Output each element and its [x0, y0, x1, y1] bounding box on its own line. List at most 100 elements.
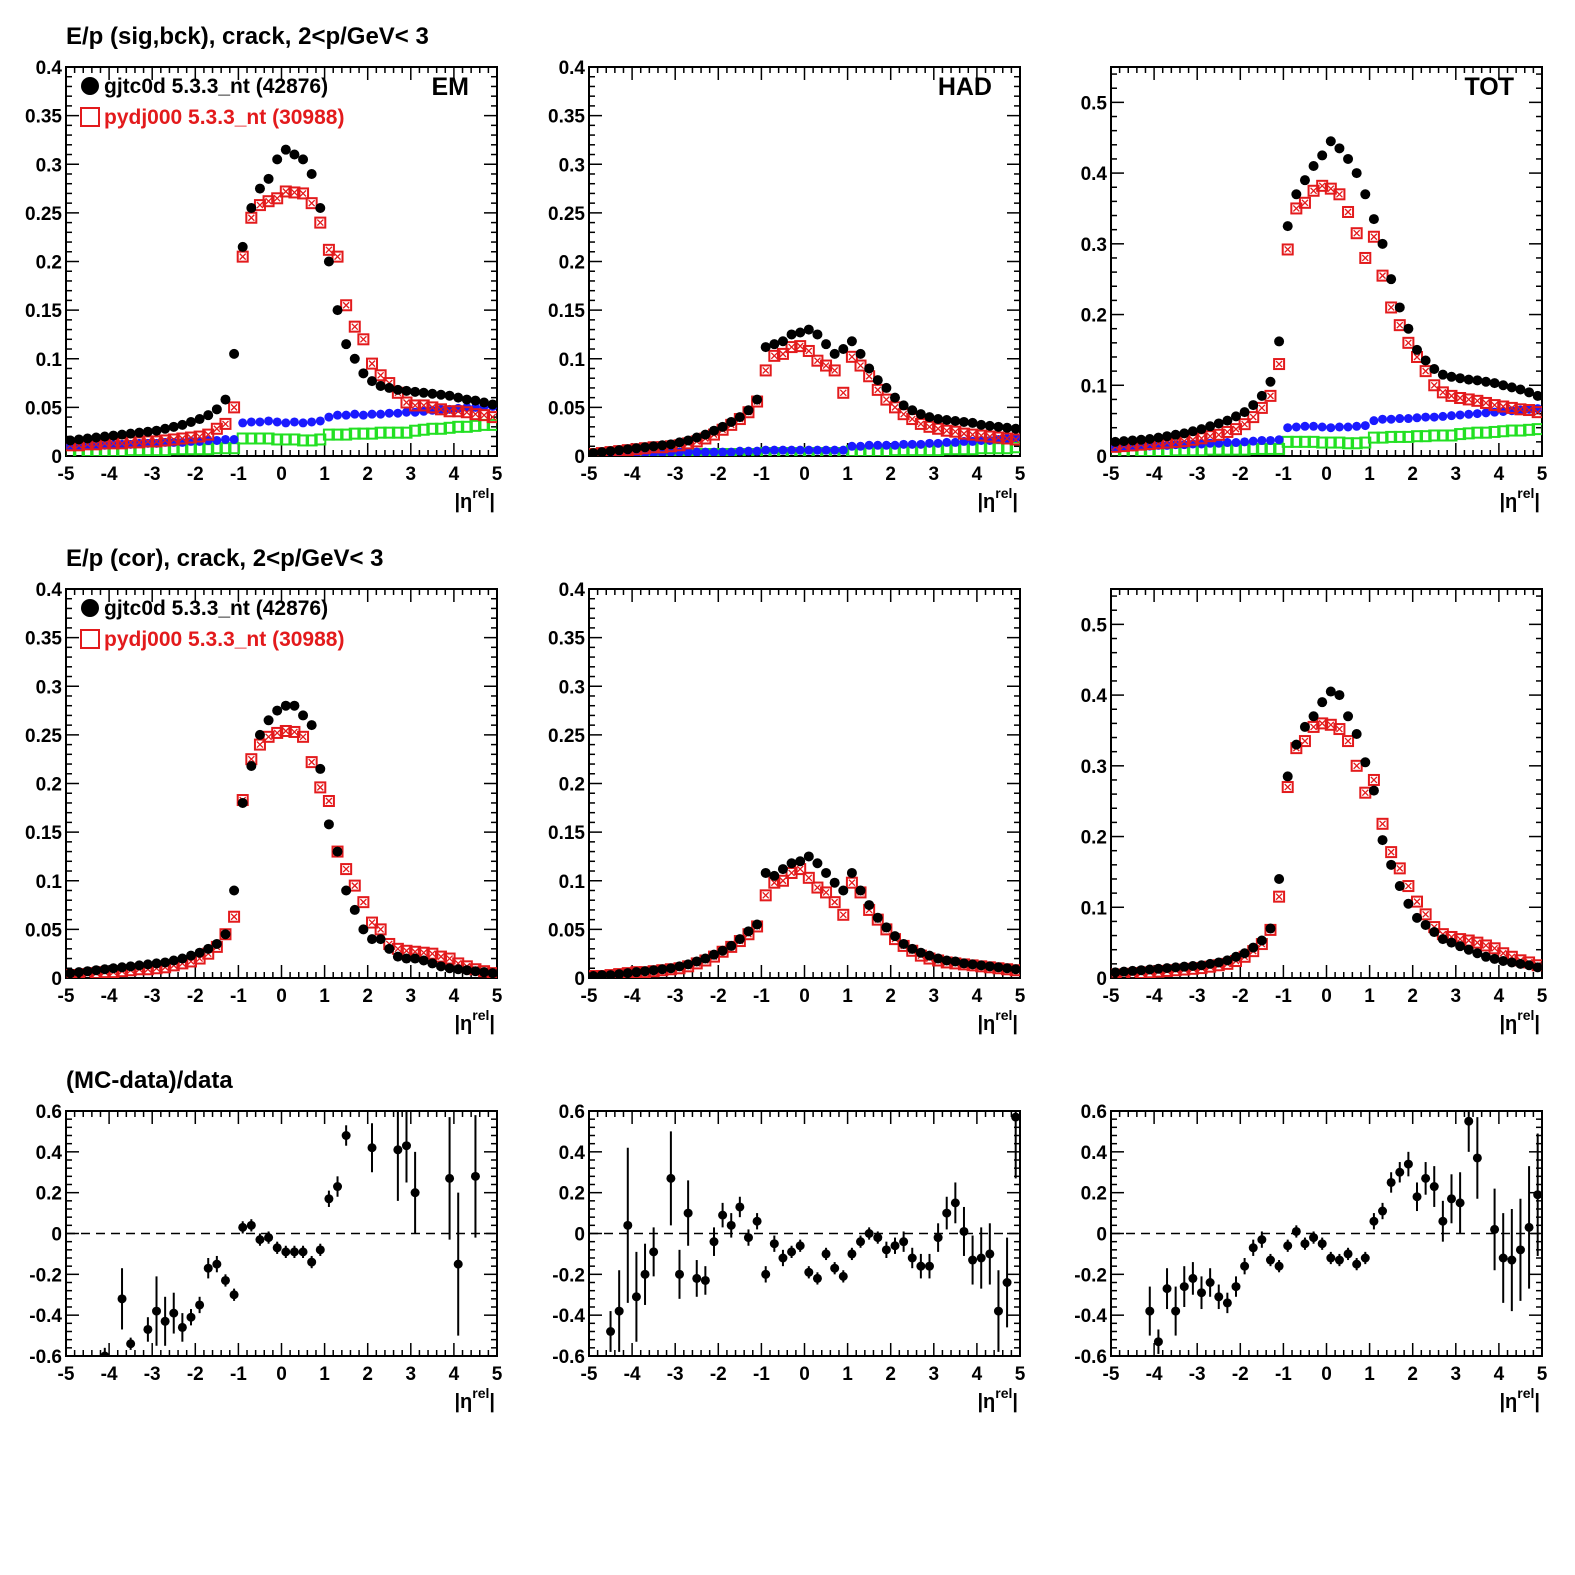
ratio-point — [264, 1233, 274, 1243]
point-mc — [1316, 179, 1329, 192]
point-mc_bck — [1479, 426, 1492, 439]
point-data — [487, 399, 497, 410]
point-mc_bck — [1307, 435, 1320, 448]
ratio-point — [950, 1198, 960, 1208]
point-data_bck — [1421, 412, 1431, 422]
point-data_bck — [890, 440, 900, 450]
point-data — [108, 430, 119, 441]
ratio-point — [718, 1210, 728, 1220]
point-cross — [127, 438, 135, 446]
point-data_bck — [916, 439, 926, 449]
point-cross — [779, 350, 787, 358]
point-mc — [1505, 401, 1518, 414]
point-mc — [776, 347, 789, 360]
point-data — [427, 958, 438, 969]
ratio-point — [1300, 1239, 1310, 1249]
point-cross — [420, 949, 428, 957]
point-cross — [359, 898, 367, 906]
point-mc_bck — [1376, 431, 1389, 444]
point-data — [821, 339, 832, 350]
point-data — [237, 241, 248, 252]
point-mc — [828, 896, 841, 909]
x-tick-label: 1 — [1364, 464, 1375, 485]
ratio-point — [289, 1247, 299, 1257]
point-cross — [153, 437, 160, 445]
point-mc_bck — [348, 427, 361, 440]
point-cross — [1327, 185, 1335, 193]
point-cross — [1215, 431, 1223, 439]
ratio-point — [1438, 1216, 1448, 1226]
point-mc_bck — [1324, 436, 1337, 449]
point-mc — [279, 185, 292, 198]
point-data — [1256, 390, 1267, 401]
point-data — [1446, 937, 1457, 948]
point-data — [898, 938, 909, 949]
point-cross — [1404, 882, 1412, 890]
point-mc — [1273, 890, 1286, 903]
point-mc_bck — [1497, 425, 1510, 438]
y-tick-label: 0.4 — [559, 58, 586, 79]
point-data — [1282, 221, 1293, 232]
point-data_bck — [942, 437, 952, 447]
point-data — [254, 729, 265, 740]
point-data — [622, 968, 633, 978]
point-data — [99, 964, 110, 975]
point-cross — [161, 436, 169, 444]
ratio-point — [186, 1312, 196, 1322]
ratio-point — [1490, 1224, 1500, 1234]
point-data_bck — [1334, 422, 1344, 432]
point-data — [1196, 960, 1207, 971]
point-cross — [403, 947, 410, 955]
point-data — [1463, 944, 1474, 955]
x-tick-label: -2 — [1232, 1364, 1249, 1385]
point-data — [596, 970, 607, 978]
ratio-point — [220, 1275, 230, 1285]
point-data_bck — [769, 445, 779, 455]
x-tick-label: -2 — [187, 986, 204, 1007]
ratio-point — [1231, 1282, 1241, 1292]
x-tick-label: 4 — [449, 1364, 460, 1385]
point-mc — [1221, 425, 1234, 438]
point-cross — [831, 366, 839, 374]
point-data_bck — [1214, 438, 1224, 448]
point-data — [881, 382, 892, 393]
row-1-title: E/p (sig,bck), crack, 2<p/GeV< 3 — [66, 23, 429, 50]
point-cross — [489, 413, 497, 421]
ratio-point — [821, 1249, 831, 1259]
legend-marker-mc — [80, 107, 100, 127]
ratio-point — [212, 1259, 222, 1269]
x-axis-label: |ηrel| — [454, 1007, 495, 1035]
ratio-point — [890, 1241, 900, 1251]
point-data — [752, 394, 763, 405]
y-tick-label: 0.3 — [559, 155, 585, 176]
point-cross — [222, 420, 229, 428]
y-tick-label: 0.2 — [1081, 306, 1107, 327]
x-tick-label: 2 — [1407, 1364, 1418, 1385]
point-mc — [288, 186, 301, 199]
point-mc — [785, 341, 798, 354]
point-data — [142, 959, 153, 970]
point-data — [872, 912, 883, 923]
x-tick-label: 0 — [1321, 986, 1332, 1007]
point-mc — [1376, 817, 1389, 830]
point-mc_bck — [409, 424, 422, 437]
data-layer — [589, 851, 1020, 978]
point-data — [125, 428, 136, 439]
ratio-point — [453, 1259, 463, 1269]
ratio-point — [985, 1249, 995, 1259]
panel-p12: -5 -4 -3 -2 -1 0 1 2 3 4 5 0 0.05 0.1 0.15 0.2 0.25 0.3 0.… — [548, 58, 1026, 513]
ratio-point — [1257, 1235, 1267, 1245]
point-data — [855, 885, 866, 896]
point-data — [1162, 963, 1173, 974]
data-layer — [1111, 136, 1542, 456]
y-tick-label: 0.15 — [25, 301, 62, 322]
point-data — [306, 720, 317, 731]
y-tick-label: -0.2 — [29, 1265, 62, 1286]
point-mc — [1333, 188, 1346, 201]
point-cross — [247, 755, 255, 763]
ratio-point — [195, 1300, 205, 1310]
point-mc_bck — [1393, 430, 1406, 443]
point-cross — [977, 432, 985, 440]
point-mc — [228, 910, 241, 923]
point-data_bck — [108, 439, 118, 449]
